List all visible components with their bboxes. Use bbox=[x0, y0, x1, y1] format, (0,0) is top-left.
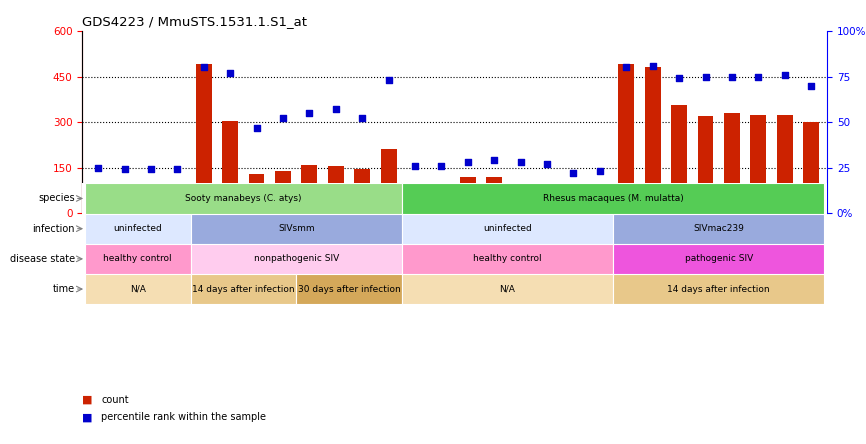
Point bbox=[619, 64, 633, 71]
Bar bbox=[618, 64, 634, 213]
Bar bbox=[85, 244, 191, 274]
Point bbox=[355, 115, 369, 122]
Point bbox=[514, 159, 527, 166]
Text: N/A: N/A bbox=[130, 285, 145, 293]
Bar bbox=[613, 274, 824, 304]
Text: 14 days after infection: 14 days after infection bbox=[668, 285, 770, 293]
Bar bbox=[592, 204, 608, 213]
Text: species: species bbox=[38, 194, 74, 203]
Bar bbox=[724, 113, 740, 213]
Text: healthy control: healthy control bbox=[473, 254, 542, 263]
Point bbox=[144, 166, 158, 173]
Bar bbox=[434, 198, 449, 213]
Bar bbox=[402, 183, 824, 214]
Bar bbox=[301, 165, 317, 213]
Text: nonpathogenic SIV: nonpathogenic SIV bbox=[254, 254, 339, 263]
Bar bbox=[540, 196, 555, 213]
Bar bbox=[117, 198, 132, 213]
Point bbox=[725, 73, 739, 80]
Bar bbox=[85, 274, 191, 304]
Bar bbox=[407, 204, 423, 213]
Point bbox=[646, 62, 660, 69]
Text: GDS4223 / MmuSTS.1531.1.S1_at: GDS4223 / MmuSTS.1531.1.S1_at bbox=[82, 16, 307, 28]
Text: SIVmac239: SIVmac239 bbox=[694, 224, 744, 233]
Point bbox=[118, 166, 132, 173]
Bar bbox=[613, 214, 824, 244]
Point bbox=[752, 73, 766, 80]
Bar bbox=[613, 244, 824, 274]
Point bbox=[805, 82, 818, 89]
Point bbox=[488, 157, 501, 164]
Point bbox=[382, 77, 396, 84]
Point bbox=[249, 124, 263, 131]
Bar bbox=[223, 121, 238, 213]
Bar bbox=[565, 204, 581, 213]
Bar bbox=[191, 214, 402, 244]
Bar bbox=[671, 105, 687, 213]
Point bbox=[91, 164, 105, 171]
Bar bbox=[402, 214, 613, 244]
Point bbox=[197, 64, 210, 71]
Point bbox=[672, 75, 686, 82]
Bar bbox=[191, 274, 296, 304]
Bar bbox=[381, 150, 397, 213]
Bar bbox=[90, 196, 106, 213]
Text: time: time bbox=[53, 284, 74, 294]
Text: uninfected: uninfected bbox=[483, 224, 532, 233]
Point bbox=[566, 170, 580, 177]
Text: ■: ■ bbox=[82, 395, 93, 404]
Bar bbox=[804, 122, 819, 213]
Point bbox=[435, 162, 449, 169]
Point bbox=[778, 71, 792, 78]
Bar bbox=[354, 169, 370, 213]
Point bbox=[593, 168, 607, 175]
Point bbox=[276, 115, 290, 122]
Bar bbox=[85, 183, 402, 214]
Bar bbox=[85, 214, 191, 244]
Text: infection: infection bbox=[32, 224, 74, 234]
Text: ■: ■ bbox=[82, 412, 93, 422]
Text: percentile rank within the sample: percentile rank within the sample bbox=[101, 412, 267, 422]
Point bbox=[329, 106, 343, 113]
Bar bbox=[698, 116, 714, 213]
Bar bbox=[196, 64, 211, 213]
Bar bbox=[460, 177, 475, 213]
Bar bbox=[777, 115, 792, 213]
Bar bbox=[487, 177, 502, 213]
Point bbox=[408, 162, 422, 169]
Text: Sooty manabeys (C. atys): Sooty manabeys (C. atys) bbox=[185, 194, 301, 203]
Text: disease state: disease state bbox=[10, 254, 74, 264]
Bar bbox=[143, 198, 158, 213]
Bar bbox=[402, 244, 613, 274]
Bar bbox=[751, 115, 766, 213]
Point bbox=[699, 73, 713, 80]
Text: healthy control: healthy control bbox=[103, 254, 172, 263]
Text: count: count bbox=[101, 395, 129, 404]
Bar bbox=[191, 244, 402, 274]
Bar bbox=[275, 170, 291, 213]
Text: 14 days after infection: 14 days after infection bbox=[192, 285, 294, 293]
Bar bbox=[328, 166, 344, 213]
Point bbox=[461, 159, 475, 166]
Point bbox=[171, 166, 184, 173]
Text: pathogenic SIV: pathogenic SIV bbox=[685, 254, 753, 263]
Point bbox=[540, 160, 554, 167]
Text: Rhesus macaques (M. mulatta): Rhesus macaques (M. mulatta) bbox=[543, 194, 683, 203]
Text: 30 days after infection: 30 days after infection bbox=[298, 285, 400, 293]
Bar bbox=[296, 274, 402, 304]
Text: uninfected: uninfected bbox=[113, 224, 162, 233]
Text: SIVsmm: SIVsmm bbox=[278, 224, 314, 233]
Point bbox=[302, 110, 316, 117]
Point bbox=[223, 69, 237, 76]
Bar bbox=[170, 196, 185, 213]
Bar bbox=[402, 274, 613, 304]
Bar bbox=[249, 174, 264, 213]
Bar bbox=[513, 196, 528, 213]
Text: N/A: N/A bbox=[500, 285, 515, 293]
Bar bbox=[645, 67, 661, 213]
